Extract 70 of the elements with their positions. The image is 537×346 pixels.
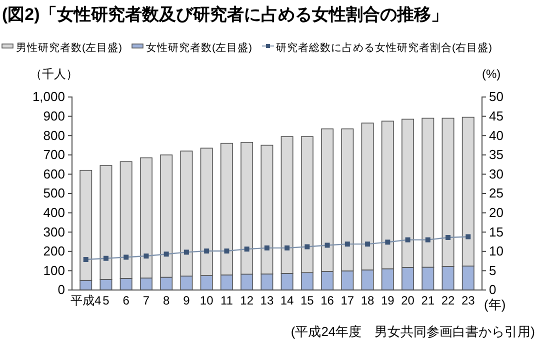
x-tick-label: 11 bbox=[220, 294, 234, 308]
y-tick-label: 100 bbox=[43, 262, 65, 278]
x-tick-label: 10 bbox=[200, 294, 214, 308]
x-tick-label: 19 bbox=[380, 294, 395, 308]
x-tick-label: 7 bbox=[142, 294, 150, 308]
y2-axis-title: (%) bbox=[482, 67, 501, 81]
legend-label: 男性研究者数(左目盛) bbox=[16, 41, 122, 54]
point bbox=[385, 240, 390, 245]
x-tick-label: 20 bbox=[401, 294, 415, 308]
point bbox=[466, 234, 471, 240]
y2-tick-label: 30 bbox=[489, 166, 504, 182]
point bbox=[124, 254, 129, 260]
legend-label: 研究者総数に占める女性研究者割合(右目盛) bbox=[276, 41, 492, 54]
x-tick-label: 12 bbox=[240, 294, 254, 308]
legend-label: 女性研究者数(左目盛) bbox=[146, 41, 252, 54]
point bbox=[405, 237, 410, 242]
point bbox=[446, 235, 451, 240]
y-tick-label: 300 bbox=[43, 224, 65, 240]
point bbox=[284, 245, 290, 250]
x-tick-label: 21 bbox=[421, 294, 435, 308]
x-tick-label: 5 bbox=[102, 294, 110, 308]
point bbox=[344, 242, 350, 247]
y-tick-label: 900 bbox=[43, 108, 65, 124]
x-tick-label: 15 bbox=[300, 294, 314, 308]
point bbox=[103, 256, 108, 261]
point bbox=[164, 252, 169, 257]
x-tick-label: 9 bbox=[183, 294, 190, 308]
y2-tick-label: 35 bbox=[489, 147, 504, 162]
y2-tick-label: 50 bbox=[489, 89, 504, 104]
y-axis-title: （千人） bbox=[30, 67, 78, 81]
y2-tick-label: 5 bbox=[489, 262, 496, 278]
y-tick-label: 700 bbox=[43, 147, 65, 162]
point bbox=[224, 248, 230, 254]
y-tick-label: 600 bbox=[43, 166, 65, 182]
y2-tick-label: 40 bbox=[489, 128, 504, 143]
point bbox=[204, 248, 210, 254]
y2-tick-label: 15 bbox=[489, 224, 504, 240]
point bbox=[264, 245, 270, 250]
y2-tick-label: 20 bbox=[489, 204, 504, 220]
y-tick-label: 400 bbox=[43, 204, 65, 220]
y-tick-label: 500 bbox=[43, 186, 65, 201]
point bbox=[144, 254, 149, 259]
point bbox=[184, 250, 189, 255]
y-tick-label: 200 bbox=[43, 244, 65, 259]
chart-title: (図2)「女性研究者数及び研究者に占める女性割合の推移」 bbox=[2, 5, 448, 24]
y2-tick-label: 25 bbox=[489, 186, 504, 201]
point bbox=[83, 257, 88, 262]
y2-tick-label: 45 bbox=[489, 108, 504, 124]
x-tick-label: 平成4 bbox=[70, 294, 102, 308]
x-tick-label: 14 bbox=[280, 294, 294, 308]
y-tick-label: 0 bbox=[58, 282, 65, 298]
point bbox=[365, 242, 370, 247]
x-tick-label: 13 bbox=[260, 294, 274, 308]
y-tick-label: 1,000 bbox=[32, 89, 65, 104]
x-tick-label: 16 bbox=[320, 294, 334, 308]
y2-tick-label: 10 bbox=[489, 244, 504, 259]
x-tick-label: 18 bbox=[360, 294, 375, 308]
point bbox=[324, 242, 330, 248]
y2-tick-label: 0 bbox=[489, 282, 496, 298]
text: (平成24年度 男女共同参画白書から引用) bbox=[290, 324, 535, 339]
point bbox=[304, 244, 310, 250]
y-tick-label: 800 bbox=[43, 128, 65, 143]
x-tick-label: 6 bbox=[122, 294, 130, 308]
x-axis-title: (年) bbox=[484, 297, 506, 312]
x-tick-label: 23 bbox=[461, 294, 476, 308]
x-tick-label: 22 bbox=[441, 294, 456, 308]
x-tick-label: 17 bbox=[340, 294, 354, 308]
point bbox=[244, 246, 250, 252]
x-tick-label: 8 bbox=[162, 294, 170, 308]
point bbox=[425, 237, 430, 242]
